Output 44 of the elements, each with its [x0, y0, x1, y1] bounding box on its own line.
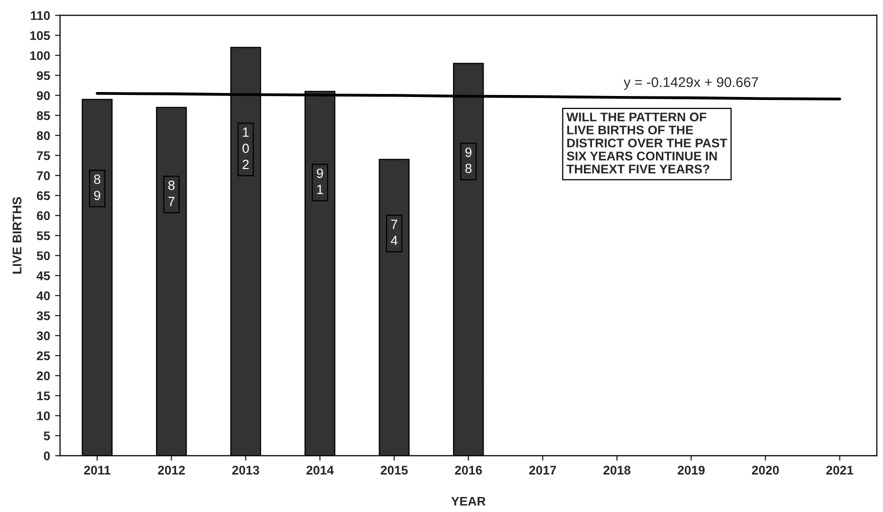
x-tick-label: 2018 [603, 466, 630, 475]
x-tick-label: 2011 [84, 466, 110, 475]
y-tick-label: 105 [30, 31, 50, 40]
y-tick-label: 90 [36, 91, 50, 100]
y-tick-label: 60 [36, 211, 50, 220]
y-tick-label: 20 [36, 371, 50, 380]
y-tick-label: 55 [36, 231, 50, 240]
y-tick-label: 25 [36, 351, 50, 360]
y-tick-label: 15 [37, 392, 50, 400]
y-tick-label: 80 [36, 131, 50, 140]
y-tick-label: 50 [36, 251, 50, 260]
x-axis-title: YEAR [451, 496, 486, 506]
data-label: 89 [94, 174, 100, 200]
y-tick-label: 85 [36, 111, 50, 120]
data-label: 74 [390, 220, 398, 245]
y-tick-label: 30 [36, 331, 50, 340]
y-tick-label: 110 [30, 11, 50, 20]
data-label: 87 [168, 180, 175, 206]
data-label: 98 [465, 148, 472, 174]
y-axis-title: LIVE BIRTHS [12, 197, 22, 274]
x-tick-label: 2013 [232, 466, 260, 475]
y-tick-label: 65 [36, 191, 50, 200]
x-tick-label: 2015 [380, 466, 408, 475]
y-tick-label: 10 [37, 411, 50, 420]
data-label: 102 [242, 128, 249, 169]
y-tick-label: 45 [36, 271, 50, 280]
annotation: WILL THE PATTERN OF LIVE BIRTHS OF THE DISTRICT OVER THE PAST SIX YEARS CONTINUE IN THENEXT FIVE YEARS? [566, 112, 728, 174]
y-tick-label: 70 [36, 171, 50, 180]
y-tick-label: 35 [36, 311, 50, 320]
y-tick-label: 95 [36, 71, 50, 80]
x-tick-label: 2014 [306, 466, 334, 475]
annotation: y = -0.1429x + 90.667 [624, 77, 758, 90]
y-tick-label: 5 [44, 432, 50, 440]
y-tick-label: 100 [30, 51, 50, 60]
x-tick-label: 2020 [752, 466, 779, 475]
x-tick-label: 2021 [826, 466, 854, 475]
y-tick-label: 40 [36, 291, 50, 300]
y-tick-label: 75 [36, 151, 50, 160]
x-tick-label: 2017 [529, 466, 556, 475]
x-tick-label: 2016 [454, 466, 482, 475]
x-tick-label: 2019 [678, 466, 705, 475]
data-label: 91 [316, 168, 323, 194]
y-tick-label: 0 [44, 451, 50, 460]
x-tick-label: 2012 [158, 466, 185, 475]
